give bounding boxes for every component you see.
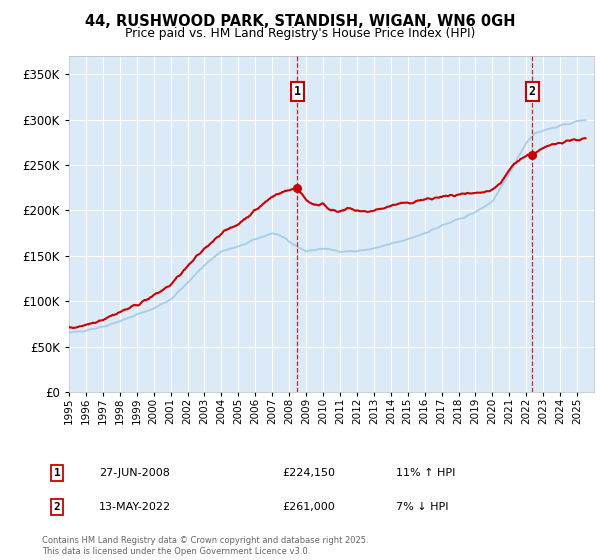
Text: £224,150: £224,150 <box>282 468 335 478</box>
Text: £261,000: £261,000 <box>282 502 335 512</box>
Text: 1: 1 <box>53 468 61 478</box>
Text: Contains HM Land Registry data © Crown copyright and database right 2025.
This d: Contains HM Land Registry data © Crown c… <box>42 536 368 556</box>
Text: 7% ↓ HPI: 7% ↓ HPI <box>396 502 449 512</box>
Text: 44, RUSHWOOD PARK, STANDISH, WIGAN, WN6 0GH: 44, RUSHWOOD PARK, STANDISH, WIGAN, WN6 … <box>85 14 515 29</box>
Text: 2: 2 <box>53 502 61 512</box>
Text: Price paid vs. HM Land Registry's House Price Index (HPI): Price paid vs. HM Land Registry's House … <box>125 27 475 40</box>
Text: 13-MAY-2022: 13-MAY-2022 <box>99 502 171 512</box>
Text: 1: 1 <box>294 85 301 98</box>
Text: 27-JUN-2008: 27-JUN-2008 <box>99 468 170 478</box>
Text: 11% ↑ HPI: 11% ↑ HPI <box>396 468 455 478</box>
Text: 2: 2 <box>529 85 536 98</box>
